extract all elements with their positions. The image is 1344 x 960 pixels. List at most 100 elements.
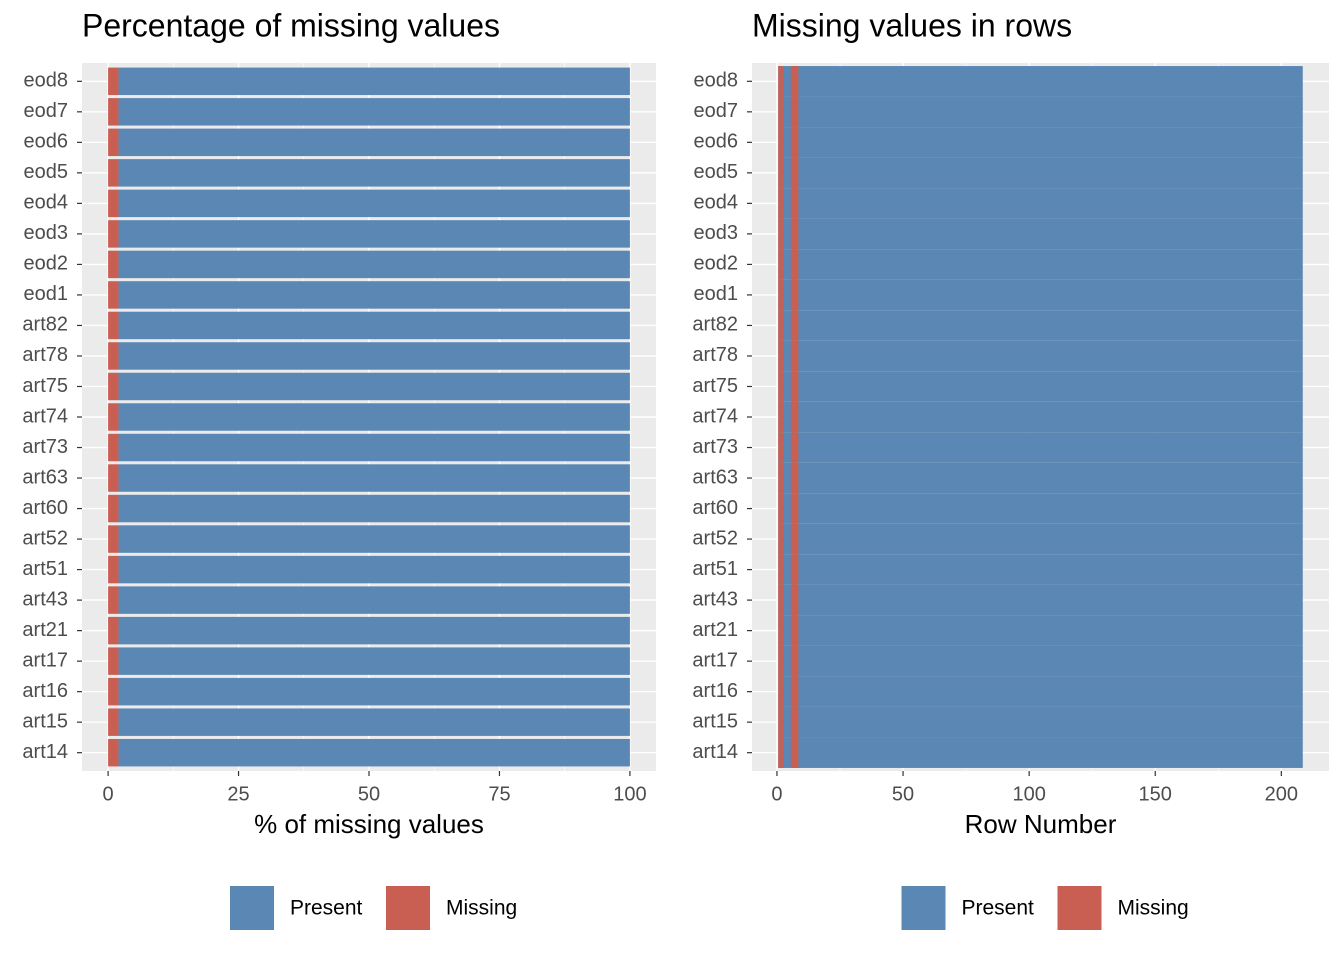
missing-tile (793, 493, 796, 524)
missing-tile (778, 493, 781, 524)
missing-tile (795, 188, 799, 219)
y-tick-label: art82 (22, 314, 68, 336)
y-tick-label: art51 (692, 558, 738, 580)
missing-tile (793, 462, 796, 494)
missing-tile (780, 523, 784, 555)
y-tick-label: art21 (22, 619, 68, 641)
missing-tile (778, 340, 781, 372)
y-tick-label: eod6 (24, 131, 69, 153)
missing-tile (790, 66, 794, 97)
bar (108, 433, 119, 462)
bar (108, 128, 119, 157)
y-tick-label: art63 (692, 466, 738, 488)
missing-tile (793, 127, 796, 158)
missing-tile (795, 157, 799, 189)
legend-swatch (901, 886, 946, 930)
missing-tile (793, 554, 796, 585)
missing-tile (790, 493, 794, 524)
missing-tile (780, 462, 784, 494)
bar (118, 311, 630, 340)
missing-tile (790, 432, 794, 463)
missing-tile (778, 218, 781, 250)
bar (108, 67, 119, 96)
missing-tile (790, 554, 794, 585)
missing-tile (793, 249, 796, 280)
missing-tile (780, 157, 784, 189)
y-tick-label: art52 (692, 527, 738, 549)
missing-tile (790, 188, 794, 219)
bar (108, 647, 119, 675)
missing-tile (793, 737, 796, 768)
y-tick-label: art74 (22, 405, 68, 427)
y-tick-label: art78 (692, 344, 738, 366)
bar (118, 708, 630, 736)
missing-tile (780, 96, 784, 128)
missing-tile (778, 706, 781, 738)
missing-tile (793, 645, 796, 677)
missing-tile (778, 523, 781, 555)
bar (108, 616, 119, 645)
missing-tile (790, 615, 794, 646)
missing-tile (780, 249, 784, 280)
present-tile (778, 523, 1303, 555)
missing-tile (793, 706, 796, 738)
missing-tile (778, 645, 781, 677)
bar (108, 189, 119, 218)
y-tick-label: eod4 (694, 192, 739, 214)
missing-tile (793, 676, 796, 707)
missing-tile (795, 493, 799, 524)
missing-tile (780, 279, 784, 311)
bar (118, 738, 630, 767)
legend-label: Present (962, 897, 1035, 920)
present-tile (778, 340, 1303, 372)
present-tile (778, 218, 1303, 250)
missing-tile (793, 310, 796, 341)
bar (118, 647, 630, 675)
missing-tile (790, 706, 794, 738)
y-tick-label: art52 (22, 527, 68, 549)
missing-tile (778, 310, 781, 341)
present-tile (778, 96, 1303, 128)
missing-tile (780, 371, 784, 402)
missing-tile (778, 432, 781, 463)
missing-tile (795, 371, 799, 402)
missing-tile (795, 279, 799, 311)
present-tile (778, 432, 1303, 463)
bar (108, 403, 119, 431)
missing-tile (795, 401, 799, 433)
bar (108, 555, 119, 584)
missing-tile (778, 188, 781, 219)
missing-tile (795, 127, 799, 158)
missing-tile (790, 127, 794, 158)
missing-tile (793, 340, 796, 372)
y-tick-label: art73 (692, 436, 738, 458)
bar (108, 494, 119, 523)
bar (108, 738, 119, 767)
missing-tile (793, 615, 796, 646)
bar (118, 433, 630, 462)
present-tile (778, 157, 1303, 189)
y-tick-label: art74 (692, 405, 738, 427)
bar (118, 220, 630, 248)
bar (108, 525, 119, 553)
bar (118, 250, 630, 279)
missing-tile (780, 340, 784, 372)
missing-tile (790, 157, 794, 189)
bar (108, 342, 119, 370)
present-tile (778, 66, 1303, 97)
missing-tile (778, 157, 781, 189)
y-tick-label: eod2 (694, 253, 739, 275)
bar (118, 159, 630, 187)
bar (118, 494, 630, 523)
missing-tile (793, 279, 796, 311)
bar (108, 677, 119, 706)
missing-tile (780, 737, 784, 768)
y-tick-label: art14 (22, 741, 68, 763)
y-tick-label: art16 (692, 680, 738, 702)
y-tick-label: art60 (692, 497, 738, 519)
y-tick-label: art75 (692, 375, 738, 397)
legend-swatch (1057, 886, 1102, 930)
y-tick-label: eod5 (694, 161, 739, 183)
missing-tile (780, 645, 784, 677)
bar (118, 555, 630, 584)
